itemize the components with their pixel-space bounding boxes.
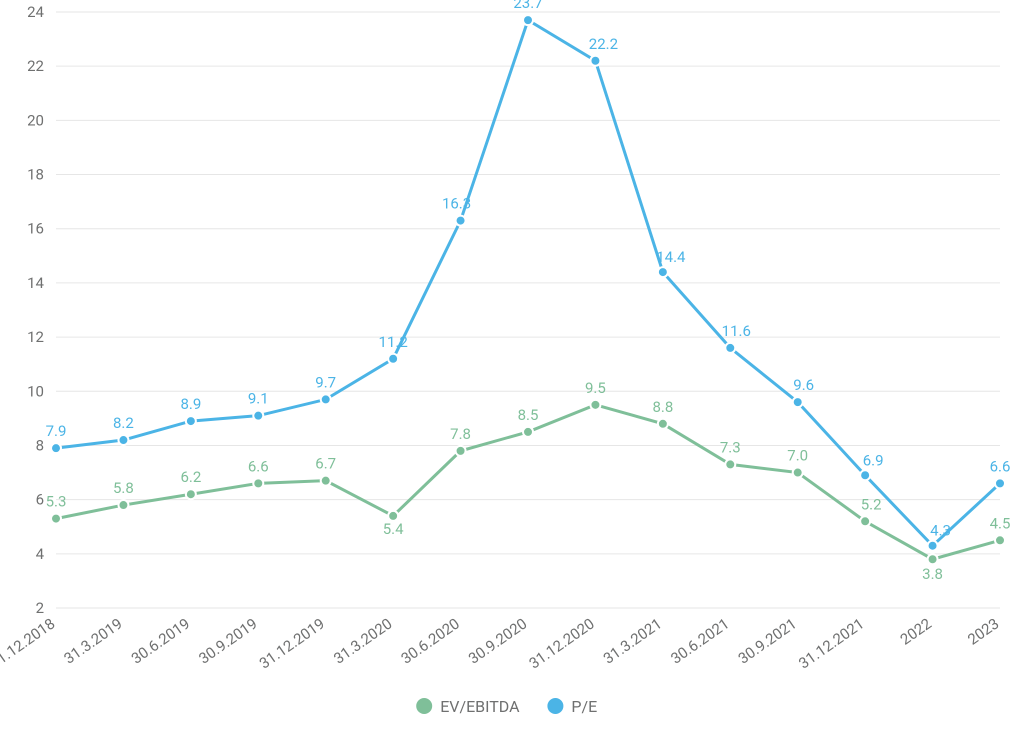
data-label: 4.3 xyxy=(930,522,951,540)
x-tick-label: 31.3.2021 xyxy=(600,615,665,668)
data-point xyxy=(321,476,331,486)
data-label: 22.2 xyxy=(589,35,618,53)
y-tick-label: 16 xyxy=(27,220,44,238)
data-point xyxy=(658,419,668,429)
data-label: 3.8 xyxy=(922,565,943,583)
x-tick-label: 30.6.2019 xyxy=(128,615,193,668)
y-tick-label: 22 xyxy=(27,57,44,75)
x-tick-label: 31.12.2019 xyxy=(256,615,328,673)
data-label: 16.3 xyxy=(442,195,471,213)
data-label: 6.9 xyxy=(863,451,884,469)
chart-container: 2468101214161820222431.12.201831.3.20193… xyxy=(0,0,1014,731)
data-label: 11.2 xyxy=(379,333,408,351)
data-label: 5.8 xyxy=(113,479,134,497)
data-point xyxy=(928,541,938,551)
y-tick-label: 24 xyxy=(27,3,44,21)
x-tick-label: 2022 xyxy=(897,615,935,649)
data-point xyxy=(253,411,263,421)
data-label: 5.4 xyxy=(383,520,404,538)
data-point xyxy=(523,427,533,437)
data-point xyxy=(793,468,803,478)
data-point xyxy=(995,535,1005,545)
x-tick-label: 31.3.2020 xyxy=(330,615,395,668)
data-point xyxy=(253,478,263,488)
y-gridlines: 24681012141618202224 xyxy=(27,3,1000,617)
y-tick-label: 8 xyxy=(36,436,44,454)
data-point xyxy=(860,516,870,526)
x-tick-label: 31.12.2018 xyxy=(0,615,58,673)
x-tick-label: 2023 xyxy=(964,615,1002,649)
y-tick-label: 10 xyxy=(27,382,44,400)
data-label: 6.2 xyxy=(180,468,201,486)
data-label: 9.1 xyxy=(248,390,269,408)
data-label: 6.6 xyxy=(990,457,1011,475)
x-tick-label: 30.6.2021 xyxy=(667,615,732,668)
data-point xyxy=(590,400,600,410)
data-label: 8.5 xyxy=(518,406,539,424)
y-tick-label: 6 xyxy=(36,491,44,509)
legend: EV/EBITDA P/E xyxy=(416,697,597,716)
data-label: 5.2 xyxy=(861,495,882,513)
x-tick-label: 30.9.2020 xyxy=(465,615,530,668)
x-tick-label: 30.9.2021 xyxy=(735,615,800,668)
data-label: 8.8 xyxy=(652,398,673,416)
data-point xyxy=(456,446,466,456)
data-point xyxy=(118,435,128,445)
y-tick-label: 14 xyxy=(27,274,44,292)
legend-marker xyxy=(416,698,432,714)
data-label: 14.4 xyxy=(656,248,686,266)
legend-label: P/E xyxy=(571,697,597,716)
x-tick-label: 30.6.2020 xyxy=(398,615,463,668)
data-point xyxy=(590,56,600,66)
data-point xyxy=(793,397,803,407)
data-point xyxy=(658,267,668,277)
data-label: 8.9 xyxy=(180,395,201,413)
data-label: 7.9 xyxy=(46,422,67,440)
data-label: 5.3 xyxy=(46,493,67,511)
data-point xyxy=(118,500,128,510)
data-label: 6.6 xyxy=(248,457,269,475)
x-tick-label: 31.3.2019 xyxy=(61,615,126,668)
data-label: 9.7 xyxy=(315,373,336,391)
y-tick-label: 18 xyxy=(27,166,44,184)
y-tick-label: 2 xyxy=(36,599,44,617)
legend-marker xyxy=(547,698,563,714)
data-point xyxy=(456,216,466,226)
data-label: 8.2 xyxy=(113,414,134,432)
data-label: 4.5 xyxy=(990,514,1011,532)
data-point xyxy=(725,459,735,469)
data-label: 7.3 xyxy=(720,438,741,456)
data-point xyxy=(725,343,735,353)
x-axis-labels: 31.12.201831.3.201930.6.201930.9.201931.… xyxy=(0,615,1002,673)
legend-label: EV/EBITDA xyxy=(440,697,520,716)
y-tick-label: 12 xyxy=(27,328,44,346)
data-point xyxy=(388,354,398,364)
data-point xyxy=(321,394,331,404)
data-point xyxy=(186,489,196,499)
data-label: 7.8 xyxy=(450,425,471,443)
data-label: 9.5 xyxy=(585,379,606,397)
data-point xyxy=(928,554,938,564)
data-label: 23.7 xyxy=(513,0,542,12)
data-point xyxy=(51,443,61,453)
data-point xyxy=(523,15,533,25)
data-point xyxy=(186,416,196,426)
data-point xyxy=(860,470,870,480)
y-tick-label: 20 xyxy=(27,111,44,129)
data-point xyxy=(51,514,61,524)
data-label: 9.6 xyxy=(793,376,814,394)
data-label: 6.7 xyxy=(315,455,336,473)
x-tick-label: 31.12.2020 xyxy=(526,615,598,673)
data-label: 7.0 xyxy=(787,447,808,465)
x-tick-label: 30.9.2019 xyxy=(195,615,260,668)
data-point xyxy=(995,478,1005,488)
y-tick-label: 4 xyxy=(36,545,45,563)
x-tick-label: 31.12.2021 xyxy=(795,615,867,673)
line-chart: 2468101214161820222431.12.201831.3.20193… xyxy=(0,0,1014,731)
data-label: 11.6 xyxy=(722,322,751,340)
